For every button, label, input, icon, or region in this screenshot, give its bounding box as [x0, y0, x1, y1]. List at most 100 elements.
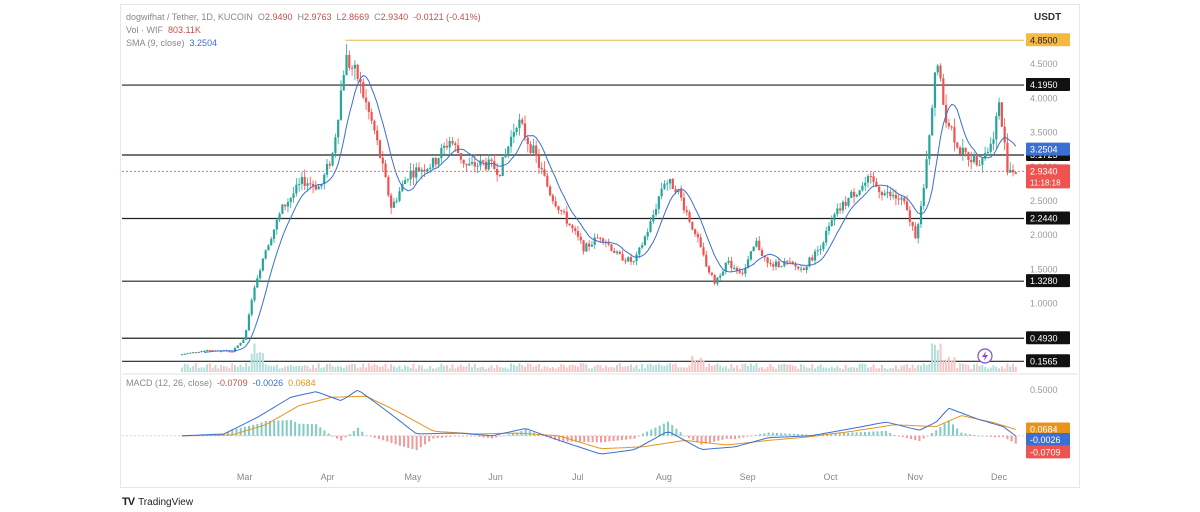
volume-bar	[788, 364, 791, 372]
volume-bar	[490, 365, 493, 372]
candle-body	[772, 264, 775, 267]
volume-bar	[674, 363, 677, 372]
volume-bar	[694, 360, 697, 372]
candle-body	[557, 206, 560, 211]
candle-body	[378, 140, 382, 158]
candle-body	[192, 352, 195, 354]
macd-histogram-bar	[658, 425, 661, 436]
candle-body	[568, 223, 571, 226]
volume-bar	[493, 368, 496, 372]
macd-histogram-bar	[289, 420, 292, 436]
volume-bar	[655, 364, 658, 372]
tradingview-logo-icon: TV	[122, 496, 135, 508]
macd-histogram-bar	[419, 435, 422, 448]
macd-histogram-bar	[457, 435, 460, 437]
candle-body	[808, 257, 811, 267]
candle-body	[387, 177, 390, 196]
candle-body	[744, 267, 747, 274]
currency-label[interactable]: USDT	[1034, 12, 1062, 23]
volume-bar	[972, 364, 975, 372]
macd-histogram-bar	[516, 432, 519, 436]
candle-body	[448, 141, 451, 148]
candle-body	[351, 67, 354, 69]
candle-body	[339, 90, 343, 120]
volume-bar	[242, 366, 245, 372]
tradingview-logo[interactable]: TV TradingView	[122, 496, 193, 508]
volume-bar	[722, 367, 725, 372]
macd-histogram-bar	[461, 435, 464, 437]
candle-body	[741, 272, 744, 274]
sma-label: SMA (9, close)	[126, 38, 185, 48]
volume-bar	[769, 363, 772, 372]
candle-body	[981, 158, 984, 165]
candle-body	[724, 262, 727, 272]
candle-body	[635, 254, 638, 261]
candle-body	[300, 176, 304, 184]
macd-histogram-bar	[972, 435, 975, 436]
candle-body	[833, 214, 836, 221]
candle-body	[582, 240, 585, 252]
candle-body	[855, 194, 858, 197]
alert-lightning-glyph	[982, 351, 988, 361]
volume-bar	[406, 366, 409, 372]
candle-body	[660, 188, 663, 197]
macd-histogram-bar	[612, 435, 615, 442]
candle-body	[258, 270, 262, 279]
volume-bar	[434, 368, 437, 372]
macd-histogram-bar	[717, 435, 720, 441]
volume-bar	[186, 364, 189, 372]
macd-histogram-bar	[411, 435, 414, 450]
candle-body	[632, 260, 635, 262]
volume-bar	[468, 363, 471, 372]
level-tag: 4.1950	[1030, 80, 1058, 90]
macd-histogram-bar	[926, 435, 929, 437]
volume-bar	[381, 366, 384, 372]
candle-body	[970, 159, 973, 163]
candle-body	[707, 266, 711, 273]
volume-bar	[334, 367, 337, 372]
open-value: 2.9490	[264, 12, 293, 22]
volume-bar	[970, 368, 973, 372]
candle-body	[284, 204, 287, 207]
macd-histogram-bar	[985, 435, 988, 437]
candle-body	[813, 251, 817, 261]
candle-body	[629, 257, 633, 262]
volume-bar	[897, 368, 900, 372]
candle-body	[663, 183, 666, 189]
volume-bar	[964, 364, 967, 372]
volume-bar	[524, 366, 527, 372]
macd-histogram-bar	[474, 435, 477, 437]
candle-body	[866, 176, 870, 183]
volume-bar	[496, 365, 499, 372]
volume-bar	[716, 363, 719, 372]
volume-bar	[688, 365, 691, 372]
macd-histogram-bar	[964, 433, 967, 436]
candle-body	[911, 221, 914, 227]
candle-body	[479, 160, 482, 166]
x-axis-month-label: Aug	[656, 472, 672, 482]
macd-histogram-bar	[683, 435, 686, 437]
volume-bar	[194, 363, 197, 372]
candle-body	[231, 351, 234, 353]
volume-bar	[551, 366, 554, 372]
candle-body	[180, 354, 184, 356]
candle-body	[839, 208, 842, 211]
candle-body	[272, 229, 276, 239]
candle-body	[680, 189, 683, 198]
candle-body	[345, 54, 348, 76]
tradingview-brand-name: TradingView	[138, 496, 194, 508]
volume-bar	[830, 366, 833, 372]
volume-bar	[919, 365, 922, 372]
candle-body	[484, 161, 488, 170]
volume-bar	[448, 368, 451, 372]
candle-body	[972, 153, 976, 163]
candle-body	[571, 225, 574, 229]
volume-label: Vol · WIF	[126, 25, 164, 35]
candle-body	[420, 169, 423, 172]
volume-bar	[643, 368, 646, 372]
macd-histogram-bar	[277, 420, 280, 436]
candle-body	[992, 139, 995, 144]
macd-histogram-bar	[616, 435, 619, 441]
candle-body	[286, 202, 290, 207]
